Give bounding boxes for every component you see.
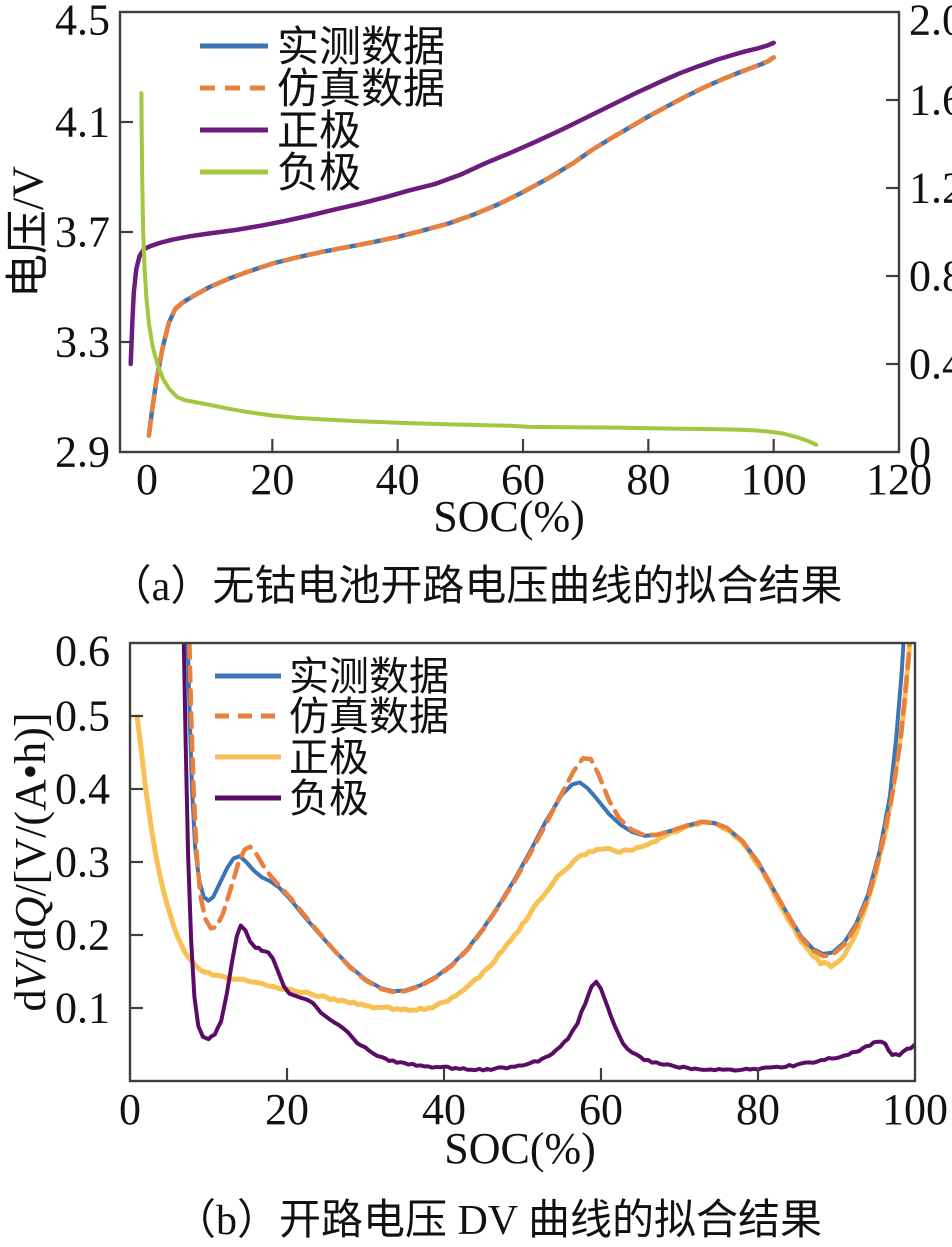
chart-b-y-tick-label: 0.1 bbox=[55, 984, 110, 1033]
chart-a-y-right-tick-label: 0.4 bbox=[909, 340, 952, 389]
chart-a-y-tick-label: 3.7 bbox=[55, 208, 110, 257]
chart-a-x-axis-label: SOC(%) bbox=[433, 492, 585, 541]
chart-b-caption: （b）开路电压 DV 曲线的拟合结果 bbox=[174, 1198, 822, 1244]
chart-b-legend-label-measured: 实测数据 bbox=[289, 654, 449, 699]
chart-b-legend-label-positive: 正极 bbox=[289, 735, 369, 780]
chart-b-series-simulated bbox=[187, 643, 912, 995]
chart-a-y-axis-label: 电压/V bbox=[4, 166, 53, 298]
chart-a-legend-label-measured: 实测数据 bbox=[277, 24, 445, 71]
chart-b-series-negative bbox=[181, 643, 915, 1073]
chart-b-x-tick-label: 80 bbox=[736, 1085, 780, 1134]
chart-a-y-tick-label: 4.1 bbox=[55, 98, 110, 147]
chart-b-y-tick-label: 0.5 bbox=[55, 692, 110, 741]
chart-b-x-tick-label: 60 bbox=[579, 1085, 623, 1134]
chart-b-x-tick-label: 20 bbox=[265, 1085, 309, 1134]
chart-a-series-negative bbox=[139, 91, 819, 447]
chart-a-x-tick-label: 80 bbox=[626, 455, 670, 504]
chart-a-series-measured bbox=[146, 55, 776, 438]
chart-a-x-tick-label: 120 bbox=[866, 455, 932, 504]
chart-a-series-positive bbox=[128, 40, 776, 367]
chart-b-legend-label-simulated: 仿真数据 bbox=[289, 694, 449, 739]
chart-b-x-tick-label: 0 bbox=[119, 1085, 141, 1134]
chart-a-x-tick-label: 40 bbox=[376, 455, 420, 504]
chart-a-legend-label-positive: 正极 bbox=[277, 109, 361, 155]
chart-a-x-tick-label: 20 bbox=[250, 455, 294, 504]
chart-a-caption: （a）无钴电池开路电压曲线的拟合结果 bbox=[109, 564, 843, 610]
chart-b-y-tick-label: 0.4 bbox=[55, 765, 110, 814]
chart-a-y-right-tick-label: 0.8 bbox=[909, 252, 952, 301]
chart-a-y-tick-label: 3.3 bbox=[55, 318, 110, 367]
chart-a-y-tick-label: 2.9 bbox=[55, 428, 110, 477]
chart-b-x-tick-label: 40 bbox=[422, 1085, 466, 1134]
chart-b-plot-area bbox=[134, 643, 915, 1073]
chart-b-y-axis-label: dV/dQ/[V/(A•h)] bbox=[6, 713, 55, 1012]
chart-b-series-positive bbox=[134, 643, 913, 1013]
chart-a-series-simulated bbox=[146, 55, 776, 438]
chart-a-x-tick-label: 100 bbox=[741, 455, 807, 504]
chart-a-x-tick-label: 0 bbox=[136, 455, 158, 504]
chart-a-y-right-tick-label: 2.0 bbox=[909, 0, 952, 45]
chart-a-legend-label-negative: 负极 bbox=[277, 151, 361, 197]
chart-b-y-tick-label: 0.2 bbox=[55, 911, 110, 960]
chart-b-x-axis-label: SOC(%) bbox=[444, 1124, 596, 1173]
chart-a-y-tick-label: 4.5 bbox=[55, 0, 110, 45]
chart-a-y-right-tick-label: 0 bbox=[909, 428, 931, 477]
chart-b-y-tick-label: 0.6 bbox=[55, 627, 110, 676]
chart-b-legend-label-negative: 负极 bbox=[289, 776, 369, 821]
chart-a-x-tick-label: 60 bbox=[501, 455, 545, 504]
chart-a-legend-label-simulated: 仿真数据 bbox=[277, 67, 445, 113]
chart-a-y-right-tick-label: 1.6 bbox=[909, 76, 952, 125]
chart-b-x-tick-label: 100 bbox=[882, 1085, 948, 1134]
chart-a-plot-area bbox=[128, 40, 819, 447]
chart-a-y-right-tick-label: 1.2 bbox=[909, 164, 952, 213]
chart-b-y-tick-label: 0.3 bbox=[55, 838, 110, 887]
